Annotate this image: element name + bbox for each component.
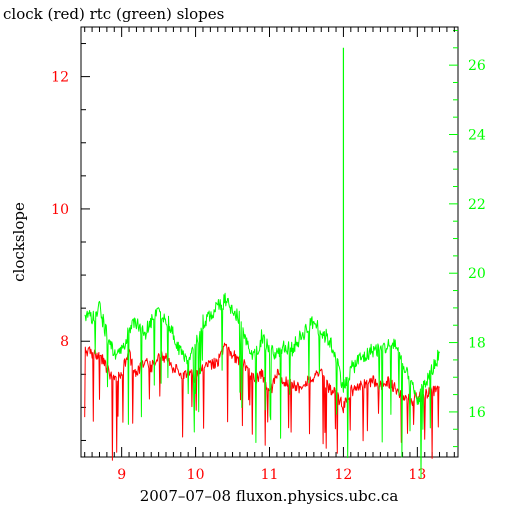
right-axis: 16 18 20 22 24 26 (449, 29, 486, 448)
right-tick-label: 20 (468, 266, 486, 282)
series-line-clock (84, 342, 440, 461)
right-tick-label: 26 (468, 58, 486, 74)
right-tick-label: 16 (468, 405, 486, 421)
chart-title: clock (red) rtc (green) slopes (3, 5, 224, 23)
x-axis-label: 2007–07–08 fluxon.physics.ubc.ca (140, 487, 399, 505)
left-tick-label: 10 (51, 202, 69, 218)
left-tick-label: 12 (51, 70, 69, 86)
y-axis-label: clockslope (10, 202, 28, 282)
x-tick-label: 10 (187, 467, 205, 483)
right-tick-label: 22 (468, 197, 486, 213)
x-tick-label: 12 (335, 467, 353, 483)
x-tick-label: 9 (117, 467, 126, 483)
right-tick-label: 18 (468, 336, 486, 352)
left-tick-label: 8 (60, 334, 69, 350)
series-group (84, 47, 440, 479)
x-tick-label: 11 (261, 467, 279, 483)
bottom-axis: 9 10 11 12 13 (84, 27, 455, 483)
left-axis: 8 10 12 (51, 43, 90, 441)
series-line-rtc (84, 292, 440, 479)
right-tick-label: 24 (468, 128, 486, 144)
x-tick-label: 13 (408, 467, 426, 483)
